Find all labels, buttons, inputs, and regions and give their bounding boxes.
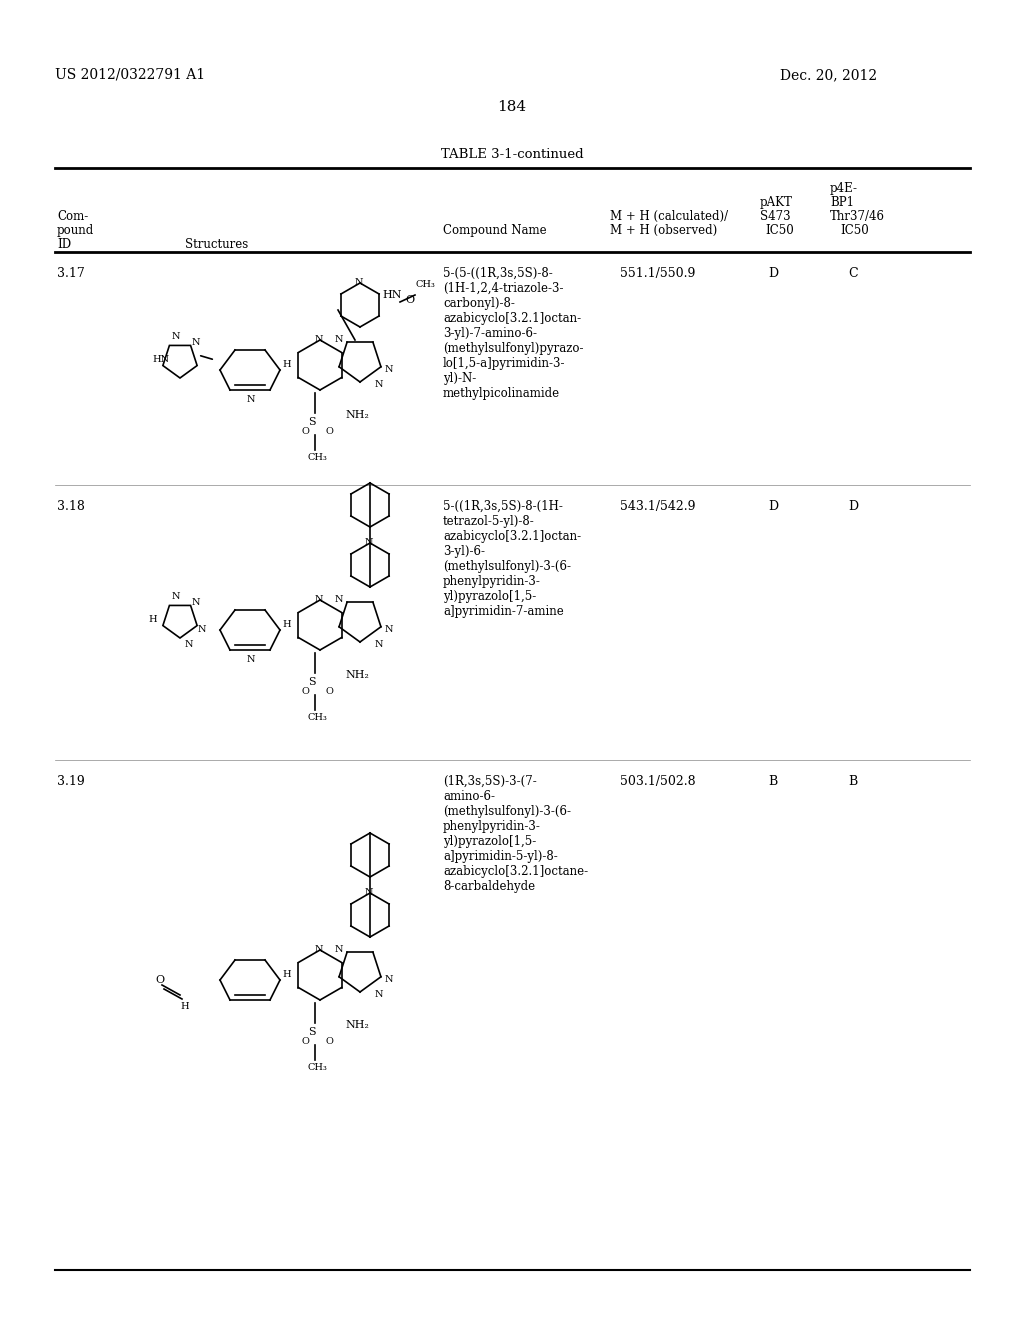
Text: H: H (148, 615, 157, 624)
Text: D: D (768, 500, 778, 513)
Text: O: O (155, 975, 164, 985)
Text: M + H (calculated)/: M + H (calculated)/ (610, 210, 728, 223)
Text: TABLE 3-1-continued: TABLE 3-1-continued (440, 148, 584, 161)
Text: pound: pound (57, 224, 94, 238)
Text: N: N (385, 366, 393, 374)
Text: O: O (325, 1038, 333, 1045)
Text: US 2012/0322791 A1: US 2012/0322791 A1 (55, 69, 205, 82)
Text: 3.17: 3.17 (57, 267, 85, 280)
Text: N: N (247, 395, 256, 404)
Text: S473: S473 (760, 210, 791, 223)
Text: N: N (315, 335, 324, 345)
Text: N: N (172, 333, 180, 341)
Text: IC50: IC50 (840, 224, 868, 238)
Text: B: B (848, 775, 857, 788)
Text: N: N (365, 539, 374, 546)
Text: N: N (335, 595, 343, 605)
Text: S: S (308, 1027, 315, 1038)
Text: HN: HN (152, 355, 169, 364)
Text: CH₃: CH₃ (308, 453, 328, 462)
Text: (1R,3s,5S)-3-(7-
amino-6-
(methylsulfonyl)-3-(6-
phenylpyridin-3-
yl)pyrazolo[1,: (1R,3s,5S)-3-(7- amino-6- (methylsulfony… (443, 775, 588, 894)
Text: Dec. 20, 2012: Dec. 20, 2012 (780, 69, 878, 82)
Text: H: H (180, 1002, 188, 1011)
Text: HN: HN (382, 290, 401, 300)
Text: 543.1/542.9: 543.1/542.9 (620, 500, 695, 513)
Text: N: N (172, 591, 180, 601)
Text: N: N (365, 888, 374, 898)
Text: N: N (385, 975, 393, 983)
Text: N: N (193, 598, 201, 607)
Text: O: O (325, 686, 333, 696)
Text: N: N (375, 640, 384, 649)
Text: H: H (282, 970, 291, 979)
Text: C: C (848, 267, 858, 280)
Text: CH₃: CH₃ (308, 1063, 328, 1072)
Text: O: O (302, 426, 310, 436)
Text: O: O (325, 426, 333, 436)
Text: N: N (375, 380, 384, 389)
Text: NH₂: NH₂ (345, 671, 369, 680)
Text: 3.18: 3.18 (57, 500, 85, 513)
Text: O: O (302, 1038, 310, 1045)
Text: H: H (282, 620, 291, 630)
Text: N: N (355, 279, 364, 286)
Text: BP1: BP1 (830, 195, 854, 209)
Text: N: N (335, 335, 343, 345)
Text: CH₃: CH₃ (308, 713, 328, 722)
Text: N: N (315, 945, 324, 954)
Text: S: S (308, 677, 315, 686)
Text: N: N (335, 945, 343, 954)
Text: 5-(5-((1R,3s,5S)-8-
(1H-1,2,4-triazole-3-
carbonyl)-8-
azabicyclo[3.2.1]octan-
3: 5-(5-((1R,3s,5S)-8- (1H-1,2,4-triazole-3… (443, 267, 584, 400)
Text: 184: 184 (498, 100, 526, 114)
Text: IC50: IC50 (765, 224, 794, 238)
Text: D: D (768, 267, 778, 280)
Text: O: O (302, 686, 310, 696)
Text: ID: ID (57, 238, 71, 251)
Text: Thr37/46: Thr37/46 (830, 210, 885, 223)
Text: pAKT: pAKT (760, 195, 793, 209)
Text: M + H (observed): M + H (observed) (610, 224, 717, 238)
Text: 503.1/502.8: 503.1/502.8 (620, 775, 695, 788)
Text: B: B (768, 775, 777, 788)
Text: N: N (247, 655, 256, 664)
Text: N: N (198, 624, 207, 634)
Text: 551.1/550.9: 551.1/550.9 (620, 267, 695, 280)
Text: N: N (385, 624, 393, 634)
Text: Structures: Structures (185, 238, 248, 251)
Text: S: S (308, 417, 315, 426)
Text: O: O (406, 294, 414, 305)
Text: CH₃: CH₃ (415, 280, 435, 289)
Text: N: N (185, 640, 194, 649)
Text: NH₂: NH₂ (345, 411, 369, 420)
Text: 5-((1R,3s,5S)-8-(1H-
tetrazol-5-yl)-8-
azabicyclo[3.2.1]octan-
3-yl)-6-
(methyls: 5-((1R,3s,5S)-8-(1H- tetrazol-5-yl)-8- a… (443, 500, 582, 618)
Text: Compound Name: Compound Name (443, 224, 547, 238)
Text: NH₂: NH₂ (345, 1020, 369, 1030)
Text: N: N (315, 595, 324, 605)
Text: 3.19: 3.19 (57, 775, 85, 788)
Text: N: N (193, 338, 201, 347)
Text: p4E-: p4E- (830, 182, 858, 195)
Text: D: D (848, 500, 858, 513)
Text: H: H (282, 360, 291, 370)
Text: Com-: Com- (57, 210, 88, 223)
Text: N: N (375, 990, 384, 999)
